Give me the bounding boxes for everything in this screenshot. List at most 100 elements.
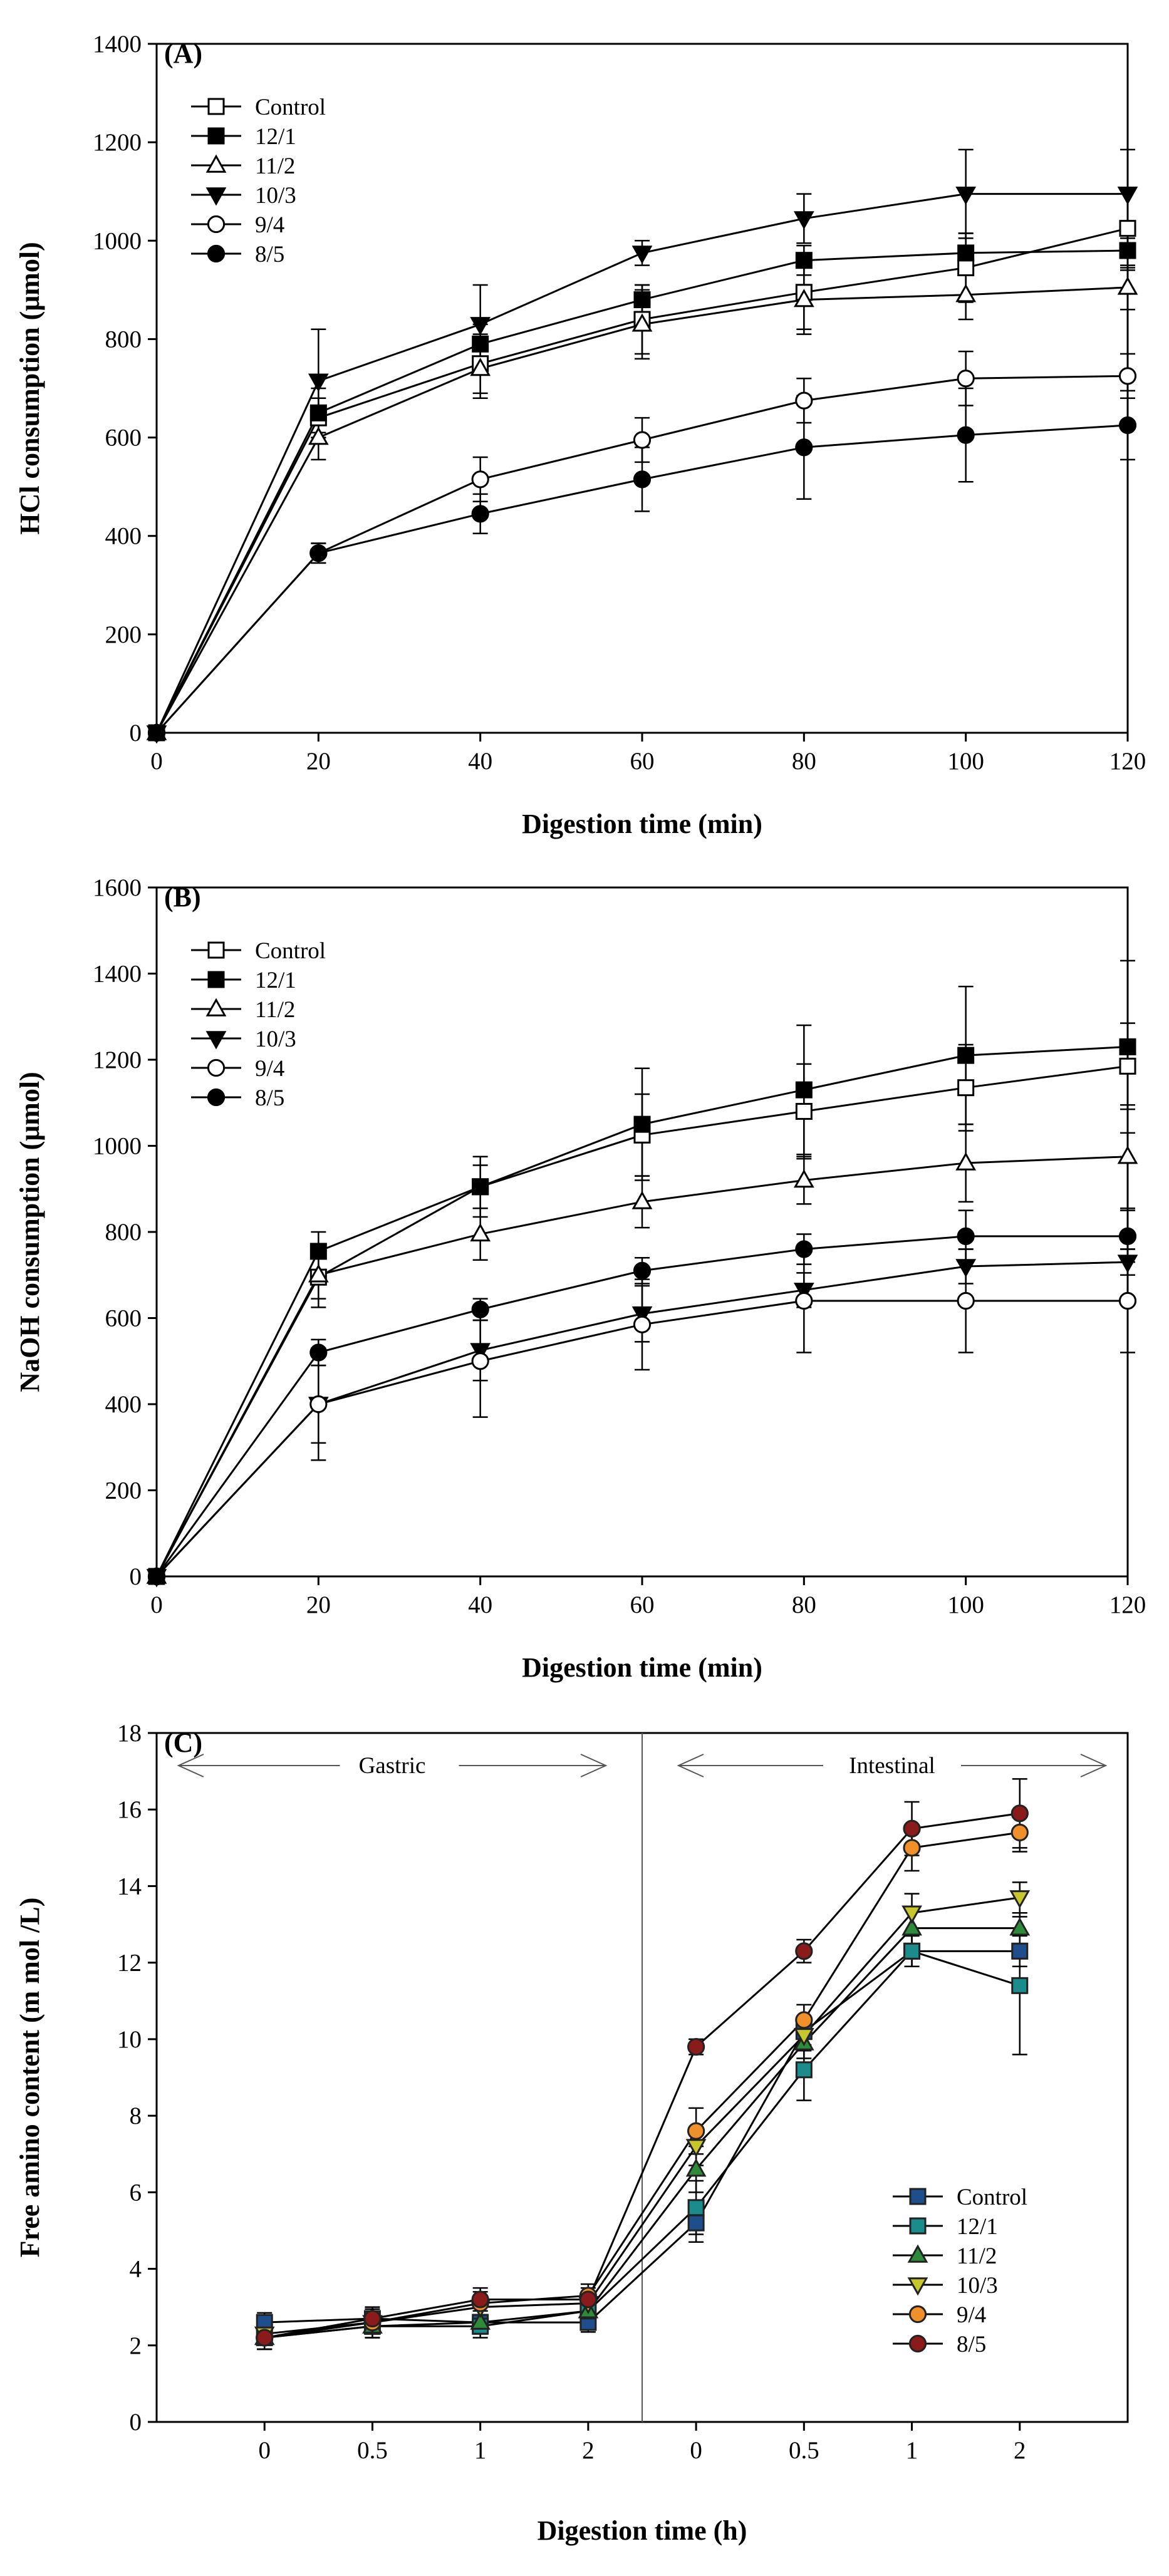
data-point — [795, 391, 813, 410]
x-tick-label: 80 — [792, 748, 816, 775]
data-point — [1117, 186, 1138, 205]
panel-a-x-axis-label: Digestion time (min) — [522, 809, 762, 839]
data-point — [685, 2158, 707, 2177]
legend-marker — [205, 998, 227, 1016]
data-point — [1117, 276, 1138, 295]
data-point — [631, 246, 653, 264]
y-tick-label: 800 — [105, 1219, 142, 1246]
legend-marker — [207, 244, 226, 263]
panel-b-label: (B) — [164, 882, 201, 913]
x-tick-label: 20 — [306, 1591, 331, 1618]
data-point — [957, 1291, 975, 1310]
data-point — [901, 1905, 922, 1924]
legend-label: 8/5 — [957, 2332, 986, 2357]
x-tick-label: 80 — [792, 1591, 816, 1618]
x-tick-label: 60 — [630, 748, 655, 775]
y-tick-label: 1200 — [93, 129, 142, 156]
legend-marker — [909, 2217, 927, 2235]
data-point — [471, 1352, 489, 1370]
legend-marker — [908, 2334, 927, 2353]
data-point — [1118, 367, 1137, 385]
data-point — [308, 427, 329, 445]
legend-marker — [205, 1031, 227, 1050]
data-point — [901, 1917, 922, 1936]
data-point — [579, 2290, 597, 2309]
panel-c-x-axis-label: Digestion time (h) — [538, 2515, 747, 2546]
data-point — [1009, 1917, 1031, 1936]
legend-label: Control — [957, 2185, 1027, 2210]
data-point — [795, 1103, 813, 1120]
data-point — [471, 2290, 489, 2309]
data-point — [1118, 1227, 1137, 1245]
panel-c-label: (C) — [164, 1727, 202, 1758]
data-point — [903, 1839, 921, 1857]
y-tick-label: 400 — [105, 1391, 142, 1418]
y-tick-label: 4 — [130, 2256, 142, 2283]
legend-label: 10/3 — [255, 1027, 296, 1052]
data-point — [1011, 1823, 1029, 1841]
legend-label: Control — [255, 938, 326, 964]
data-point — [795, 1081, 813, 1099]
data-point — [308, 1264, 329, 1283]
panel-b-x-axis-label: Digestion time (min) — [522, 1652, 762, 1683]
data-point — [633, 470, 652, 489]
data-point — [687, 2122, 705, 2140]
data-point — [147, 723, 166, 742]
data-point — [309, 1395, 328, 1414]
data-point — [1119, 1057, 1136, 1075]
legend-marker — [205, 154, 227, 173]
x-tick-label: 2 — [1014, 2437, 1026, 2464]
y-tick-label: 6 — [130, 2179, 142, 2206]
y-tick-label: 800 — [105, 326, 142, 353]
data-point — [793, 1169, 814, 1188]
legend-label: 11/2 — [255, 153, 295, 179]
x-tick-label: 0 — [690, 2437, 702, 2464]
panel-a-y-axis-label: HCl consumption (μmol) — [14, 242, 45, 534]
x-tick-label: 100 — [947, 748, 984, 775]
data-point — [309, 404, 327, 422]
legend-label: 11/2 — [255, 997, 295, 1023]
legend: Control 12/1 11/2 10/3 9/4 8/5 — [893, 2185, 1027, 2357]
data-point — [903, 1942, 921, 1960]
legend-label: 9/4 — [255, 212, 284, 238]
y-tick-label: 1000 — [93, 1133, 142, 1160]
data-point — [955, 284, 977, 303]
data-point — [631, 1191, 653, 1209]
data-point — [309, 1243, 327, 1260]
data-point — [955, 1152, 977, 1171]
data-point — [471, 470, 489, 489]
data-point — [1011, 1977, 1029, 1994]
legend-marker — [207, 215, 226, 234]
data-point — [685, 2139, 707, 2158]
data-point — [955, 186, 977, 205]
data-point — [256, 2329, 274, 2347]
panel-c-y-axis-label: Free amino content (m mol /L) — [14, 1898, 45, 2258]
data-point — [955, 1259, 977, 1278]
gastric-label-backdrop — [340, 1748, 459, 1783]
data-point — [633, 1261, 652, 1280]
legend-label: 10/3 — [255, 183, 296, 209]
y-tick-label: 1400 — [93, 31, 142, 58]
y-tick-label: 400 — [105, 523, 142, 550]
data-point — [1117, 1254, 1138, 1273]
legend-marker — [907, 2277, 928, 2296]
intestinal-arrow-left-head — [677, 1754, 704, 1777]
x-tick-label: 60 — [630, 1591, 655, 1618]
intestinal-arrow-right-head — [1080, 1754, 1108, 1777]
series-line — [264, 1831, 1020, 2339]
data-point — [1117, 1146, 1138, 1164]
data-point — [793, 289, 814, 308]
y-tick-label: 0 — [130, 720, 142, 747]
y-tick-label: 1200 — [93, 1047, 142, 1073]
series-line — [264, 1927, 1020, 2339]
data-point — [795, 1240, 813, 1258]
data-point — [795, 1291, 813, 1310]
series-line — [264, 1812, 1020, 2339]
data-point — [957, 244, 975, 262]
legend-label: 9/4 — [957, 2302, 986, 2328]
legend-marker — [207, 1058, 226, 1077]
data-point — [471, 505, 489, 523]
data-point — [1119, 242, 1136, 259]
